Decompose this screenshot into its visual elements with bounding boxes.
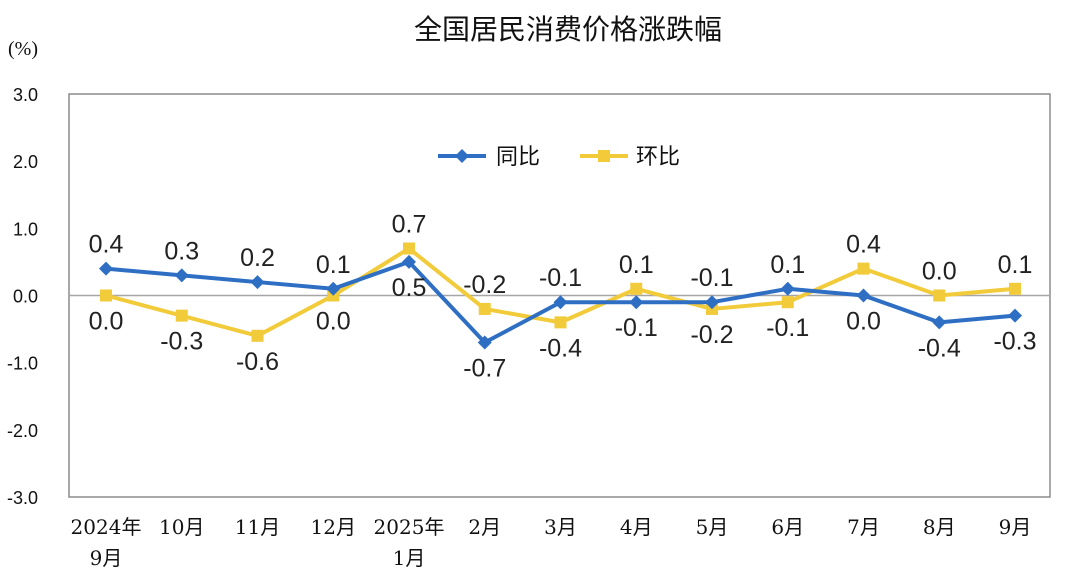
- mom-data-label: 0.0: [316, 308, 351, 336]
- yoy-point: [250, 275, 265, 290]
- mom-data-label: -0.2: [690, 321, 733, 349]
- y-tick-label: 1.0: [13, 219, 38, 239]
- x-tick-label: 11月: [235, 515, 280, 539]
- x-tick-label: 7月: [847, 515, 880, 539]
- y-tick-label: 3.0: [13, 85, 38, 105]
- mom-point: [554, 316, 567, 329]
- yoy-point: [705, 295, 719, 310]
- x-tick-label: 12月: [311, 515, 356, 539]
- legend-yoy-label: 同比: [496, 145, 540, 170]
- yoy-point: [780, 281, 795, 296]
- y-axis-unit-label: (%): [8, 38, 38, 60]
- mom-point: [933, 289, 946, 302]
- x-tick-label: 6月: [771, 515, 804, 539]
- chart-title: 全国居民消费价格涨跌幅: [414, 13, 722, 46]
- plot-area: 3.0 2.0 1.0 0.0 -1.0 -2.0 -3.0 2024年 9月 10月 11月 12月…: [7, 85, 1051, 570]
- yoy-data-label: -0.4: [918, 334, 961, 362]
- x-tick-label: 2025年 1月: [374, 515, 445, 570]
- yoy-data-label: -0.1: [615, 314, 658, 342]
- mom-point: [100, 289, 112, 302]
- yoy-point: [932, 315, 947, 330]
- yoy-point: [1008, 308, 1022, 323]
- x-tick-label: 8月: [923, 515, 956, 539]
- x-tick-label: 9月: [999, 515, 1032, 539]
- yoy-data-label: 0.5: [392, 274, 427, 302]
- mom-data-label: 0.4: [846, 231, 881, 259]
- mom-point: [175, 309, 188, 322]
- legend-yoy-marker: [455, 149, 469, 163]
- mom-point: [630, 282, 643, 295]
- mom-point: [478, 302, 491, 315]
- y-tick-label: -2.0: [7, 421, 38, 441]
- mom-data-label: 0.1: [619, 251, 654, 279]
- mom-point: [781, 296, 794, 309]
- y-tick-label: -3.0: [7, 488, 38, 508]
- y-tick-label: -1.0: [7, 354, 38, 374]
- legend-mom-label: 环比: [636, 145, 680, 170]
- mom-data-label: 0.0: [922, 258, 957, 286]
- mom-point: [403, 242, 415, 255]
- mom-data-label: 0.1: [998, 251, 1033, 279]
- mom-data-label: 0.7: [392, 210, 427, 238]
- mom-data-label: -0.6: [236, 348, 279, 376]
- x-tick-label: 3月: [544, 515, 577, 539]
- mom-point: [1009, 282, 1021, 295]
- legend-mom-marker: [598, 150, 610, 162]
- mom-point: [251, 329, 264, 342]
- yoy-data-label: -0.3: [993, 328, 1036, 356]
- yoy-data-label: 0.4: [89, 231, 124, 259]
- yoy-data-label: -0.1: [539, 264, 582, 292]
- x-tick-label: 4月: [620, 515, 653, 539]
- mom-data-label: -0.2: [463, 271, 506, 299]
- mom-point: [857, 262, 870, 275]
- y-tick-label: 2.0: [13, 152, 38, 172]
- yoy-point: [477, 335, 492, 350]
- yoy-data-label: 0.0: [846, 308, 881, 336]
- x-tick-label: 2024年 9月: [71, 515, 142, 570]
- mom-data-label: -0.3: [160, 328, 203, 356]
- yoy-data-label: 0.1: [770, 251, 805, 279]
- yoy-data-label: -0.7: [463, 355, 506, 383]
- yoy-point: [174, 268, 189, 283]
- yoy-point: [629, 295, 644, 310]
- x-tick-label: 2月: [468, 515, 501, 539]
- mom-data-label: 0.0: [89, 308, 124, 336]
- yoy-point: [553, 295, 568, 310]
- x-tick-label: 5月: [696, 515, 729, 539]
- yoy-point: [402, 254, 416, 269]
- mom-data-label: -0.4: [539, 334, 582, 362]
- x-tick-label: 10月: [159, 515, 204, 539]
- yoy-data-label: -0.1: [690, 264, 733, 292]
- yoy-point: [99, 261, 113, 276]
- yoy-data-label: 0.3: [164, 237, 199, 265]
- yoy-data-label: 0.1: [316, 251, 351, 279]
- yoy-point: [326, 281, 341, 296]
- y-tick-label: 0.0: [13, 287, 38, 307]
- yoy-point: [856, 288, 871, 303]
- yoy-data-label: 0.2: [240, 244, 275, 272]
- mom-data-label: -0.1: [766, 314, 809, 342]
